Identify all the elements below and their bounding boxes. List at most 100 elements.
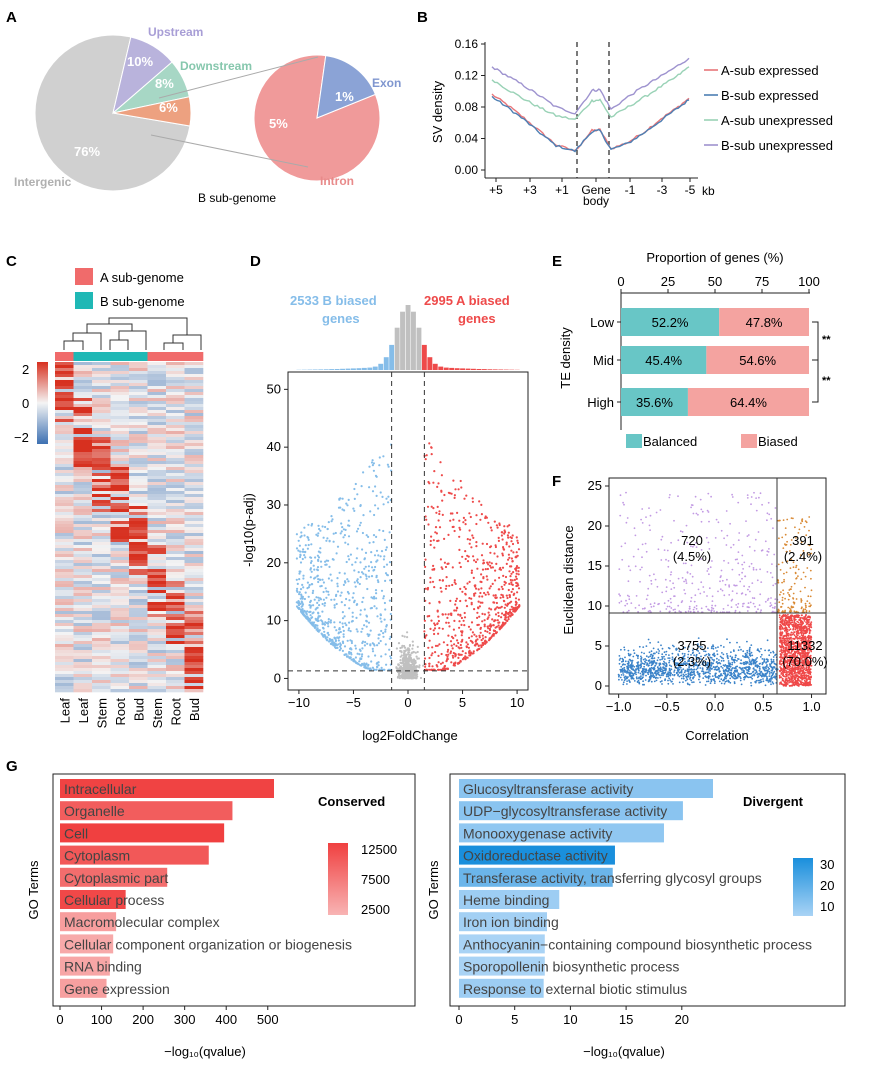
heatmap-cell: [185, 563, 204, 566]
volcano-point: [420, 677, 422, 679]
quadrant-point: [639, 569, 641, 571]
group-bar-cell: [92, 352, 111, 361]
volcano-point: [373, 462, 375, 464]
quadrant-point: [717, 653, 719, 655]
heatmap-cell: [185, 680, 204, 683]
volcano-point: [417, 651, 419, 653]
volcano-point: [365, 663, 367, 665]
heatmap-cell: [55, 632, 74, 635]
volcano-point: [331, 643, 333, 645]
heatmap-cell: [129, 605, 148, 608]
heatmap-cell: [148, 608, 167, 611]
heatmap-cell: [74, 608, 93, 611]
heatmap-cell: [148, 503, 167, 506]
quadrant-point: [756, 661, 758, 663]
volcano-point: [408, 667, 410, 669]
volcano-point: [396, 647, 398, 649]
quadrant-point: [753, 569, 755, 571]
quadrant-point: [750, 685, 752, 687]
volcano-point: [352, 620, 354, 622]
volcano-point: [334, 626, 336, 628]
volcano-point: [434, 627, 436, 629]
heatmap-cell: [92, 542, 111, 545]
volcano-point: [491, 618, 493, 620]
quadrant-point: [624, 649, 626, 651]
volcano-point: [404, 650, 406, 652]
x-tick-label-b: -5: [685, 183, 696, 197]
heatmap-cell: [74, 527, 93, 530]
volcano-point: [484, 625, 486, 627]
heatmap-cell: [111, 677, 130, 680]
quadrant-point: [760, 656, 762, 658]
quadrant-point: [647, 595, 649, 597]
volcano-point: [498, 577, 500, 579]
quadrant-point: [670, 588, 672, 590]
heatmap-cell: [129, 662, 148, 665]
volcano-point: [507, 534, 509, 536]
quadrant-point: [666, 664, 668, 666]
heatmap-cell: [74, 452, 93, 455]
volcano-point: [387, 496, 389, 498]
heatmap-cell: [92, 428, 111, 431]
quadrant-point: [691, 565, 693, 567]
volcano-point: [301, 584, 303, 586]
quadrant-point: [719, 670, 721, 672]
heatmap-cell: [111, 596, 130, 599]
heatmap-cell: [55, 611, 74, 614]
heatmap-cell: [55, 644, 74, 647]
quadrant-point: [741, 684, 743, 686]
panel-letter-g: G: [6, 758, 18, 775]
quadrant-point: [654, 602, 656, 604]
quadrant-point: [723, 594, 725, 596]
heatmap-cell: [74, 410, 93, 413]
heatmap-cell: [129, 419, 148, 422]
quadrant-point: [792, 606, 794, 608]
heatmap-cell: [92, 629, 111, 632]
quadrant-point: [714, 682, 716, 684]
volcano-point: [517, 542, 519, 544]
volcano-point: [510, 550, 512, 552]
heatmap-cell: [166, 653, 185, 656]
quadrant-point: [740, 677, 742, 679]
quadrant-point: [657, 648, 659, 650]
histogram-bar: [400, 312, 405, 370]
volcano-point: [473, 577, 475, 579]
volcano-point: [515, 576, 517, 578]
quadrant-point: [710, 496, 712, 498]
heatmap-cell: [166, 515, 185, 518]
heatmap-cell: [129, 602, 148, 605]
volcano-point: [366, 620, 368, 622]
volcano-point: [333, 621, 335, 623]
heatmap-cell: [166, 644, 185, 647]
volcano-point: [492, 624, 494, 626]
heatmap-cell: [148, 497, 167, 500]
heatmap-cell: [148, 569, 167, 572]
volcano-point: [518, 599, 520, 601]
heatmap-cell: [111, 521, 130, 524]
volcano-point: [498, 537, 500, 539]
volcano-point: [515, 582, 517, 584]
quadrant-point: [708, 609, 710, 611]
volcano-point: [323, 581, 325, 583]
heatmap-cell: [92, 674, 111, 677]
heatmap-cell: [74, 380, 93, 383]
quadrant-point: [711, 605, 713, 607]
volcano-point: [300, 561, 302, 563]
volcano-point: [429, 581, 431, 583]
quadrant-point: [624, 657, 626, 659]
heatmap-cell: [166, 383, 185, 386]
heatmap-cell: [74, 668, 93, 671]
volcano-point: [308, 618, 310, 620]
heatmap-cell: [111, 362, 130, 365]
volcano-point: [370, 551, 372, 553]
volcano-point: [316, 602, 318, 604]
volcano-point: [414, 667, 416, 669]
volcano-point: [314, 599, 316, 601]
quadrant-point: [648, 507, 650, 509]
volcano-point: [371, 575, 373, 577]
volcano-point: [458, 662, 460, 664]
quadrant-point: [688, 610, 690, 612]
volcano-point: [368, 466, 370, 468]
quadrant-point: [766, 673, 768, 675]
volcano-point: [433, 547, 435, 549]
